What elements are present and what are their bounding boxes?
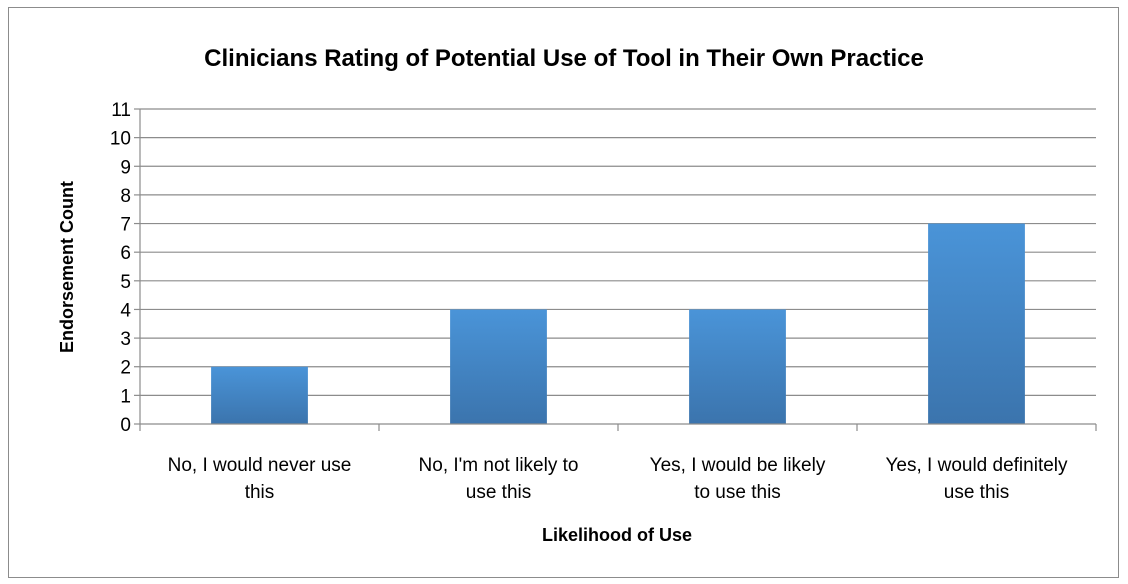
y-tick-label: 5 xyxy=(120,272,131,293)
x-category-label: to use this xyxy=(694,482,781,503)
y-tick-label: 1 xyxy=(120,386,131,407)
y-axis-title: Endorsement Count xyxy=(57,181,77,353)
bars xyxy=(211,223,1025,424)
axes xyxy=(134,108,1097,431)
x-category-label: use this xyxy=(944,482,1009,503)
y-tick-label: 6 xyxy=(120,243,131,264)
y-tick-label: 9 xyxy=(120,157,131,178)
y-tick-labels: 0 1 2 3 4 5 6 7 8 9 10 11 xyxy=(110,100,132,436)
y-tick-label: 3 xyxy=(120,329,131,350)
bar xyxy=(211,366,308,424)
y-tick-label: 0 xyxy=(120,415,131,436)
x-category-label: No, I would never use xyxy=(168,455,352,476)
x-category-label: Yes, I would be likely xyxy=(650,455,826,476)
y-tick-label: 7 xyxy=(120,215,131,236)
x-category-labels: No, I would never use this No, I'm not lik… xyxy=(168,455,1068,503)
bar xyxy=(689,309,786,424)
bar xyxy=(450,309,547,424)
y-tick-label: 2 xyxy=(120,358,131,379)
x-category-label: use this xyxy=(466,482,531,503)
y-tick-label: 8 xyxy=(120,186,131,207)
y-tick-label: 11 xyxy=(111,100,131,121)
x-category-label: this xyxy=(245,482,275,503)
x-category-label: No, I'm not likely to xyxy=(419,455,579,476)
x-category-label: Yes, I would definitely xyxy=(885,455,1068,476)
chart-title: Clinicians Rating of Potential Use of To… xyxy=(204,45,924,72)
bar xyxy=(928,223,1025,424)
y-tick-label: 4 xyxy=(120,300,131,321)
x-axis-title: Likelihood of Use xyxy=(542,525,692,545)
y-tick-label: 10 xyxy=(110,129,131,150)
